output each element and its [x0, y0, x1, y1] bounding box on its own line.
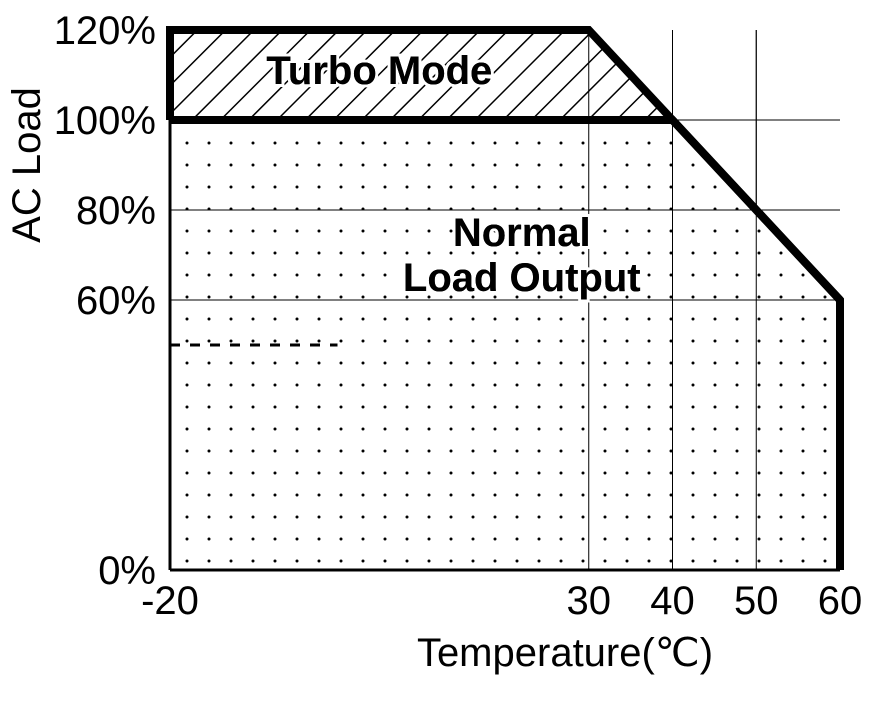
- chart-container: -20304050600%60%80%100%120%Temperature(℃…: [0, 0, 890, 702]
- y-tick-label: 120%: [54, 9, 156, 53]
- x-tick-label: 50: [734, 579, 779, 623]
- y-axis-label: AC Load: [5, 87, 49, 243]
- y-tick-label: 100%: [54, 99, 156, 143]
- normal-label-2: Load Output: [403, 256, 641, 300]
- y-tick-label: 80%: [76, 189, 156, 233]
- x-tick-label: 60: [818, 579, 863, 623]
- x-axis-label: Temperature(℃): [417, 631, 713, 675]
- normal-label-1: Normal: [453, 211, 591, 255]
- x-tick-label: 30: [567, 579, 612, 623]
- turbo-label: Turbo Mode: [266, 49, 492, 93]
- x-tick-label: 40: [650, 579, 695, 623]
- derating-chart: -20304050600%60%80%100%120%Temperature(℃…: [0, 0, 890, 702]
- y-tick-label: 60%: [76, 279, 156, 323]
- y-tick-label: 0%: [98, 549, 156, 593]
